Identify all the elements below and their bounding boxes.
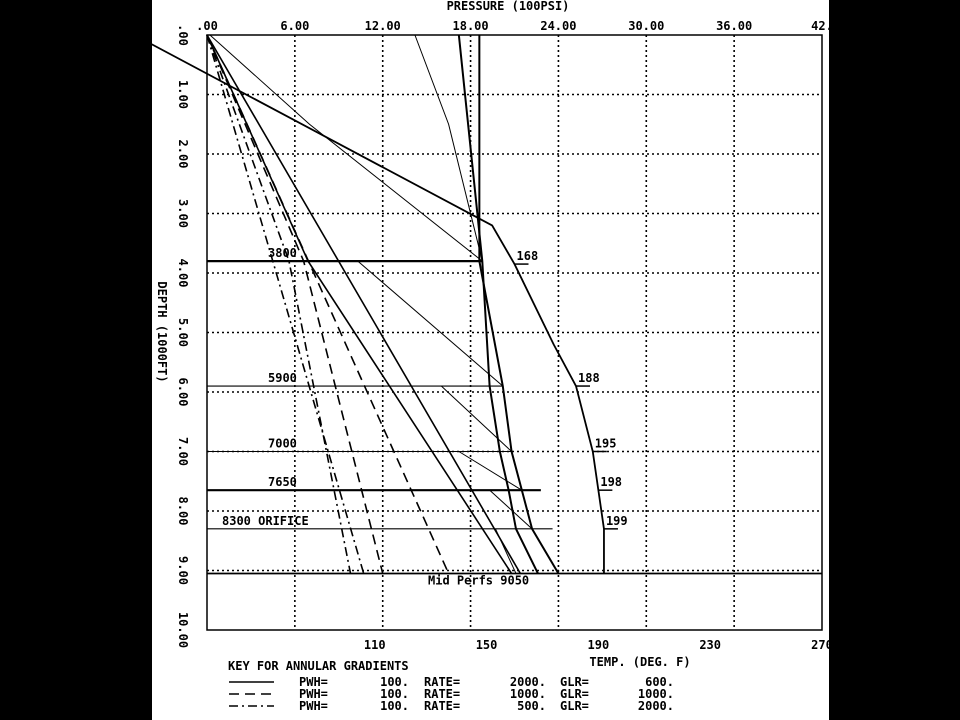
annular-gradient-key: KEY FOR ANNULAR GRADIENTS PWH= 100. RATE= 2… (228, 659, 674, 713)
pressure-traverse-line (489, 489, 533, 530)
top-tick-label: 6.00 (280, 19, 309, 33)
pressure-traverse-line (440, 385, 512, 452)
valve-depth-label: 7650 (268, 475, 297, 489)
annular-gradient-line (206, 34, 513, 574)
left-tick-label: 7.00 (176, 437, 190, 466)
top-tick-label: .00 (196, 19, 218, 33)
key-pwh-label: PWH= (299, 687, 328, 701)
key-glr-value: 2000. (638, 699, 674, 713)
valve-depth-label: 5900 (268, 371, 297, 385)
pressure-traverse-line (357, 260, 504, 387)
temperature-label: 168 (517, 249, 539, 263)
chart-paper (152, 0, 829, 720)
key-glr-label: GLR= (560, 675, 589, 689)
temperature-label: 199 (606, 514, 628, 528)
key-rate-value: 2000. (510, 675, 546, 689)
key-rate-label: RATE= (424, 699, 460, 713)
top-tick-label: 18.00 (453, 19, 489, 33)
key-glr-value: 600. (645, 675, 674, 689)
left-tick-label: .00 (176, 24, 190, 46)
bottom-tick-label: 110 (364, 638, 386, 652)
top-tick-label: 12.00 (365, 19, 401, 33)
bottom-axis-title: TEMP. (DEG. F) (589, 655, 690, 669)
key-title: KEY FOR ANNULAR GRADIENTS (228, 659, 409, 673)
top-tick-label: 30.00 (628, 19, 664, 33)
chart-labels: .00 6.00 12.00 18.00 24.00 30.00 36.00 42. .00 1.… (176, 19, 833, 652)
pressure-traverse-line (209, 34, 483, 262)
top-tick-label: 42. (811, 19, 833, 33)
key-rate-label: RATE= (424, 687, 460, 701)
grid (207, 35, 822, 630)
key-pwh-label: PWH= (299, 699, 328, 713)
key-glr-label: GLR= (560, 687, 589, 701)
key-pwh-value: 100. (380, 699, 409, 713)
left-axis-title: DEPTH (1000FT) (155, 281, 169, 382)
temperature-label: 188 (578, 371, 600, 385)
pressure-traverse-line (458, 451, 523, 491)
bottom-tick-label: 230 (699, 638, 721, 652)
mid-perfs-label: Mid Perfs 9050 (428, 573, 529, 587)
key-pwh-label: PWH= (299, 675, 328, 689)
top-tick-label: 36.00 (716, 19, 752, 33)
annular-gradient-line (206, 34, 384, 574)
key-rate-value: 1000. (510, 687, 546, 701)
curves (133, 34, 618, 574)
bottom-tick-label: 270 (811, 638, 833, 652)
left-tick-label: 10.00 (176, 612, 190, 648)
left-tick-label: 3.00 (176, 199, 190, 228)
annular-gradient-line (206, 34, 365, 574)
pressure-traverse-line (414, 34, 483, 262)
key-rate-label: RATE= (424, 675, 460, 689)
temperature-label: 198 (600, 475, 622, 489)
left-tick-label: 6.00 (176, 378, 190, 407)
valve-depth-label: 7000 (268, 437, 297, 451)
key-pwh-value: 100. (380, 675, 409, 689)
annular-gradient-line (206, 34, 352, 574)
valve-depth-lines (207, 260, 822, 575)
key-rate-value: 500. (517, 699, 546, 713)
valve-depth-label: 8300 ORIFICE (222, 514, 309, 528)
top-axis-title: PRESSURE (100PSI) (447, 0, 570, 13)
left-tick-label: 8.00 (176, 497, 190, 526)
bottom-tick-label: 150 (476, 638, 498, 652)
temperature-label: 195 (595, 437, 617, 451)
left-tick-label: 4.00 (176, 259, 190, 288)
left-tick-label: 5.00 (176, 318, 190, 347)
key-glr-label: GLR= (560, 699, 589, 713)
left-tick-label: 9.00 (176, 556, 190, 585)
left-tick-label: 2.00 (176, 140, 190, 169)
annular-gradient-line (206, 34, 522, 574)
key-glr-value: 1000. (638, 687, 674, 701)
left-tick-label: 1.00 (176, 80, 190, 109)
bottom-tick-label: 190 (588, 638, 610, 652)
valve-depth-label: 3800 (268, 246, 297, 260)
top-tick-label: 24.00 (540, 19, 576, 33)
key-pwh-value: 100. (380, 687, 409, 701)
